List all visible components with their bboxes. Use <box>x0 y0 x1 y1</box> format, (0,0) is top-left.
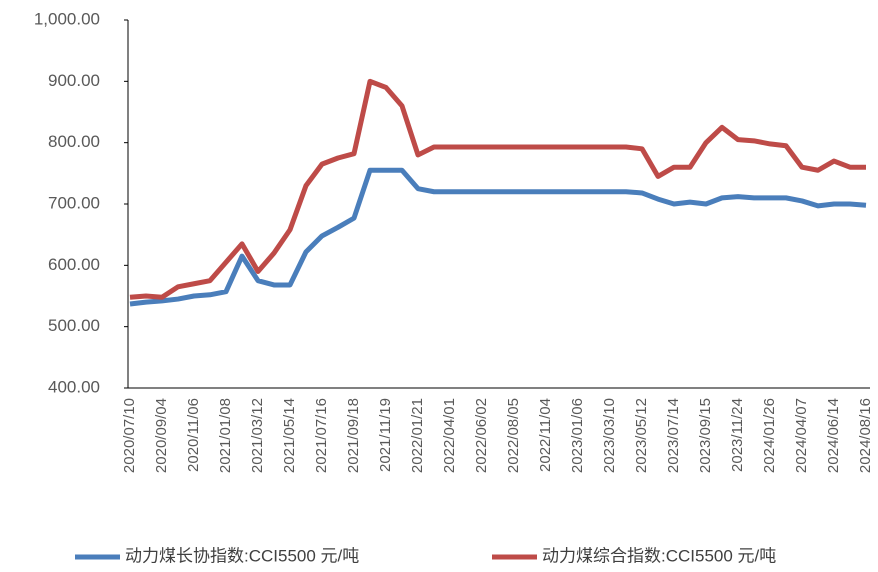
x-tick-label: 2020/07/10 <box>121 398 138 473</box>
x-tick-label: 2021/05/14 <box>281 398 298 473</box>
x-tick-label: 2020/11/06 <box>185 398 202 472</box>
series-line <box>129 167 867 307</box>
y-tick-label: 700.00 <box>48 193 100 212</box>
x-tick-label: 2022/06/02 <box>473 398 490 473</box>
x-tick-label: 2021/11/19 <box>377 398 394 472</box>
x-tick-label: 2023/07/14 <box>665 398 682 473</box>
x-tick-label: 2021/09/18 <box>345 398 362 473</box>
legend-label: 动力煤长协指数:CCI5500 元/吨 <box>125 546 359 565</box>
x-tick-label: 2021/07/16 <box>313 398 330 473</box>
x-tick-label: 2023/09/15 <box>697 398 714 473</box>
y-tick-label: 500.00 <box>48 316 100 335</box>
x-tick-label: 2022/01/21 <box>409 398 426 473</box>
x-tick-label: 2024/01/26 <box>761 398 778 473</box>
x-tick-label: 2021/01/08 <box>217 398 234 473</box>
x-tick-label: 2023/11/24 <box>729 398 746 472</box>
x-tick-label: 2021/03/12 <box>249 398 266 473</box>
x-tick-label: 2024/04/07 <box>793 398 810 473</box>
x-tick-label: 2022/11/04 <box>537 398 554 472</box>
x-tick-label: 2022/04/01 <box>441 398 458 473</box>
x-tick-label: 2023/01/06 <box>569 398 586 473</box>
legend-label: 动力煤综合指数:CCI5500 元/吨 <box>542 546 776 565</box>
x-tick-label: 2023/05/12 <box>633 398 650 473</box>
x-tick-label: 2024/08/16 <box>857 398 874 473</box>
y-tick-label: 1,000.00 <box>34 9 100 28</box>
y-tick-label: 800.00 <box>48 132 100 151</box>
y-tick-label: 400.00 <box>48 377 100 396</box>
y-tick-label: 600.00 <box>48 255 100 274</box>
series-line <box>129 78 866 300</box>
x-tick-label: 2023/03/10 <box>601 398 618 473</box>
y-tick-label: 900.00 <box>48 71 100 90</box>
x-tick-label: 2022/08/05 <box>505 398 522 473</box>
x-tick-label: 2024/06/14 <box>825 398 842 473</box>
x-tick-label: 2020/09/04 <box>153 398 170 473</box>
